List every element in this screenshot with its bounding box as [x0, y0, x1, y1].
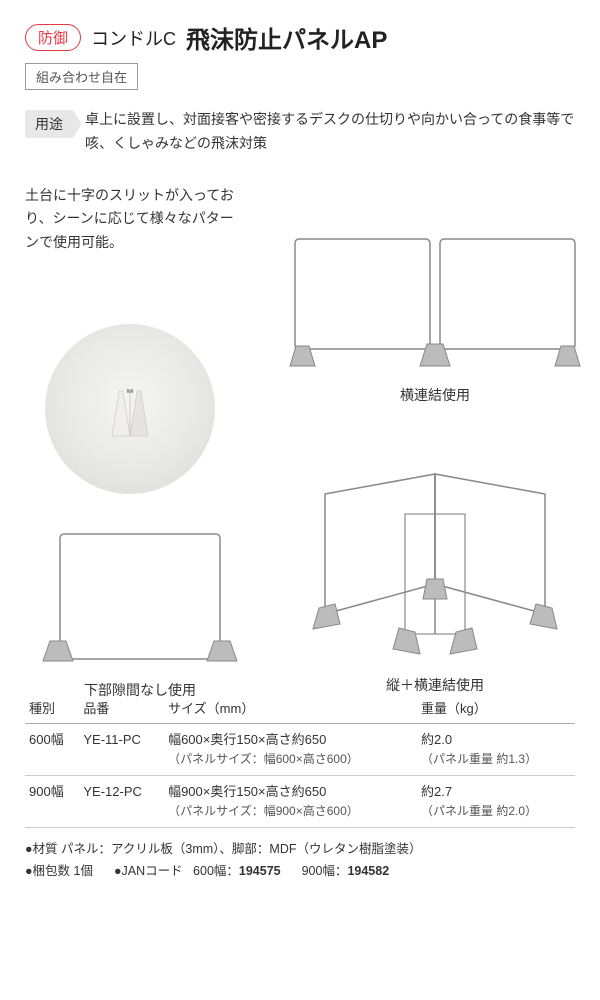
feature-tag: 組み合わせ自在 [25, 63, 138, 90]
product-title: 飛沫防止パネルAP [186, 20, 387, 55]
cell-code: YE-11-PC [79, 723, 164, 775]
jan-600-value: 194575 [239, 864, 281, 878]
th-weight: 重量（kg） [417, 692, 575, 724]
diagram-bottom-no-gap: 下部隙間なし使用 [35, 529, 245, 700]
table-row: 600幅 YE-11-PC 幅600×奥行150×高さ約650 （パネルサイズ：… [25, 723, 575, 775]
base-photo-illustration [85, 364, 175, 454]
cell-weight: 約2.0 （パネル重量 約1.3） [417, 723, 575, 775]
diagram-cross: 縦＋横連結使用 [285, 464, 585, 695]
diagram-cross-label: 縦＋横連結使用 [285, 675, 585, 695]
header: 防御 コンドルC 飛沫防止パネルAP [25, 20, 575, 55]
defense-badge: 防御 [25, 24, 81, 51]
jan-600-label: 600幅： [193, 864, 239, 878]
cell-weight: 約2.7 （パネル重量 約2.0） [417, 775, 575, 827]
brand-text: コンドルC [91, 25, 176, 51]
cell-code: YE-12-PC [79, 775, 164, 827]
usage-label: 用途 [25, 110, 73, 138]
jan-900-label: 900幅： [302, 864, 348, 878]
diagram-horizontal: 横連結使用 [285, 234, 585, 405]
description-text: 土台に十字のスリットが入っており、シーンに応じて様々なパターンで使用可能。 [25, 184, 235, 255]
cell-size: 幅600×奥行150×高さ約650 （パネルサイズ：幅600×高さ600） [164, 723, 417, 775]
diagram-bottom-label: 下部隙間なし使用 [35, 680, 245, 700]
bullet-material: ●材質 パネル：アクリル板（3mm）、脚部：MDF（ウレタン樹脂塗装） [25, 842, 422, 856]
bullet-pack: ●梱包数 1個 [25, 864, 93, 878]
bullet-jan-label: ●JANコード [114, 864, 183, 878]
diagram-section: 土台に十字のスリットが入っており、シーンに応じて様々なパターンで使用可能。 横連… [25, 184, 575, 664]
cell-type: 900幅 [25, 775, 79, 827]
base-photo [45, 324, 215, 494]
usage-block: 用途 卓上に設置し、対面接客や密接するデスクの仕切りや向かい合っての食事等で咳、… [25, 108, 575, 156]
cell-type: 600幅 [25, 723, 79, 775]
cell-size: 幅900×奥行150×高さ約650 （パネルサイズ：幅900×高さ600） [164, 775, 417, 827]
table-row: 900幅 YE-12-PC 幅900×奥行150×高さ約650 （パネルサイズ：… [25, 775, 575, 827]
jan-900-value: 194582 [347, 864, 389, 878]
spec-table: 種別 品番 サイズ（mm） 重量（kg） 600幅 YE-11-PC 幅600×… [25, 692, 575, 828]
diagram-horizontal-label: 横連結使用 [285, 385, 585, 405]
bullet-notes: ●材質 パネル：アクリル板（3mm）、脚部：MDF（ウレタン樹脂塗装） ●梱包数… [25, 838, 575, 883]
usage-text: 卓上に設置し、対面接客や密接するデスクの仕切りや向かい合っての食事等で咳、くしゃ… [85, 108, 575, 156]
